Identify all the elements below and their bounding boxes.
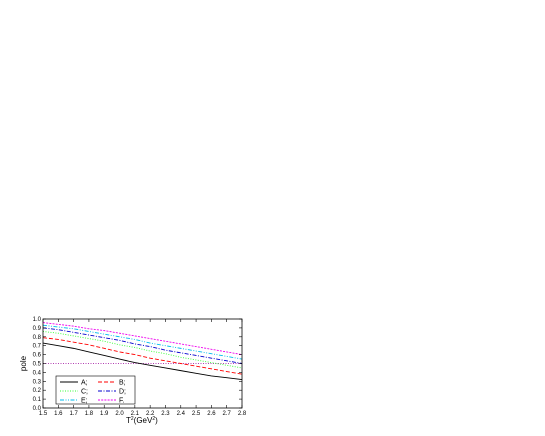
legend-label-e: E; — [81, 398, 88, 405]
x-tick-label: 2.2 — [146, 411, 155, 417]
y-tick-label: 0.1 — [33, 397, 42, 403]
legend-label-d: D; — [119, 389, 126, 396]
x-tick-label: 2.1 — [131, 411, 140, 417]
legend: A; B; C; D; E; F. — [55, 375, 136, 405]
y-tick-label: 0.9 — [33, 326, 42, 332]
x-axis-label: T2(GeV2) — [126, 416, 158, 425]
x-tick-label: 2.8 — [238, 411, 247, 417]
plot-layer — [42, 322, 243, 380]
series-line-e — [42, 324, 243, 360]
y-tick-label: 1.0 — [33, 317, 42, 323]
x-tick-label: 1.6 — [54, 411, 63, 417]
plot-area-frame — [42, 318, 243, 409]
legend-label-f: F. — [119, 398, 125, 405]
y-tick-label: 0.0 — [33, 406, 42, 412]
legend-label-b: B; — [119, 380, 126, 387]
y-tick-label: 0.4 — [33, 370, 42, 376]
series-line-a — [42, 342, 243, 380]
y-tick-label: 0.8 — [33, 335, 42, 341]
y-axis-label: pole — [19, 355, 28, 371]
legend-box — [55, 375, 136, 405]
legend-label-c: C; — [81, 389, 88, 396]
series-line-d — [42, 327, 243, 364]
x-axis-label-main: T — [126, 416, 131, 425]
y-tick-label: 0.7 — [33, 344, 42, 350]
x-axis-label-unit: (GeV — [134, 416, 153, 425]
series-line-b — [42, 337, 243, 375]
y-tick-label: 0.3 — [33, 379, 42, 385]
x-tick-label: 2.3 — [161, 411, 170, 417]
x-tick-label: 2.4 — [177, 411, 186, 417]
x-tick-label: 1.5 — [39, 411, 48, 417]
x-tick-label: 1.8 — [85, 411, 94, 417]
legend-label-a: A; — [81, 380, 88, 387]
y-tick-label: 0.2 — [33, 388, 42, 394]
x-axis-label-close: ) — [155, 416, 158, 425]
y-tick-label: 0.6 — [33, 353, 42, 359]
x-tick-label: 2.5 — [192, 411, 201, 417]
x-axis-label-sup2: 2 — [152, 416, 155, 422]
x-axis-label-sup1: 2 — [131, 416, 134, 422]
x-tick-label: 2.7 — [223, 411, 232, 417]
tick-layer: 1.5 1.6 1.7 1.8 1.9 2.0 2.1 2.2 2.3 2.4 2.5 2.6 2.7 2… — [33, 317, 247, 417]
x-tick-label: 2.0 — [115, 411, 124, 417]
x-tick-label: 1.9 — [100, 411, 109, 417]
x-tick-label: 1.7 — [69, 411, 78, 417]
y-tick-label: 0.5 — [33, 362, 42, 368]
x-tick-label: 2.6 — [207, 411, 216, 417]
series-line-f — [42, 322, 243, 356]
